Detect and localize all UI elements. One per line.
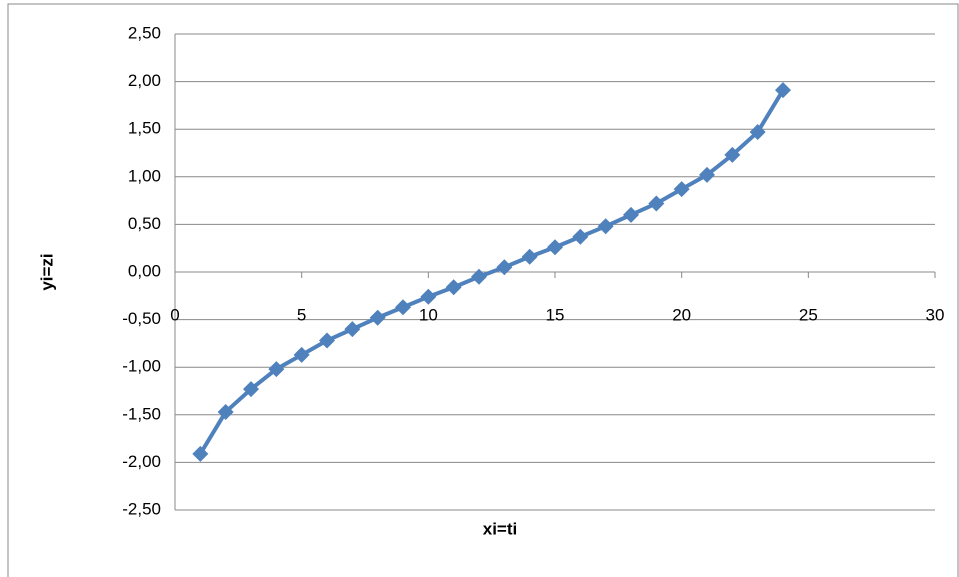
x-tick-label: 0 <box>170 305 179 324</box>
marker <box>369 309 386 326</box>
chart-frame <box>7 3 959 577</box>
x-tick-label: 10 <box>419 305 438 324</box>
y-tick-label: 0,00 <box>128 261 161 280</box>
marker <box>547 239 563 256</box>
marker <box>673 181 690 198</box>
marker <box>496 259 513 276</box>
marker <box>217 403 234 420</box>
marker <box>293 346 310 363</box>
marker <box>471 268 487 285</box>
y-tick-label: 1,50 <box>128 119 161 138</box>
marker <box>521 248 538 265</box>
marker <box>420 288 437 305</box>
x-tick-label: 20 <box>672 305 691 324</box>
y-tick-label: 2,00 <box>128 71 161 90</box>
y-tick-label: -1,50 <box>122 404 161 423</box>
y-tick-label: 1,00 <box>128 166 161 185</box>
marker <box>699 166 715 183</box>
x-tick-label: 30 <box>926 305 945 324</box>
marker <box>775 82 791 99</box>
y-tick-label: -0,50 <box>122 309 161 328</box>
marker <box>319 332 335 349</box>
x-tick-label: 5 <box>297 305 306 324</box>
marker <box>192 445 209 462</box>
marker <box>749 124 766 141</box>
marker <box>648 195 665 212</box>
marker <box>395 299 411 316</box>
marker <box>445 279 462 296</box>
marker <box>724 146 741 163</box>
marker <box>344 321 361 338</box>
y-tick-label: 0,50 <box>128 214 161 233</box>
y-tick-label: 2,50 <box>128 23 161 42</box>
x-axis-label: xi=ti <box>483 519 518 538</box>
x-tick-label: 15 <box>546 305 565 324</box>
marker <box>243 381 259 398</box>
marker <box>268 361 285 378</box>
marker <box>623 206 639 223</box>
y-tick-label: -1,00 <box>122 357 161 376</box>
y-tick-label: -2,00 <box>122 452 161 471</box>
marker <box>572 228 589 245</box>
x-tick-label: 25 <box>799 305 818 324</box>
marker <box>597 218 614 235</box>
y-tick-label: -2,50 <box>122 499 161 518</box>
y-axis-label: yi=zi <box>37 253 56 290</box>
